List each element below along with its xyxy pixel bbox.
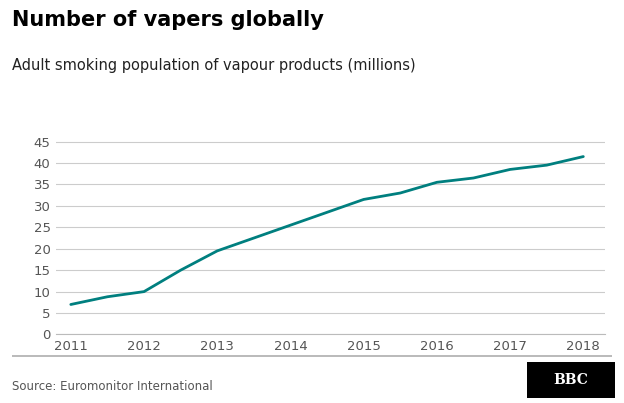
Text: Number of vapers globally: Number of vapers globally <box>12 10 324 30</box>
Text: BBC: BBC <box>553 373 588 387</box>
Text: Source: Euromonitor International: Source: Euromonitor International <box>12 380 213 393</box>
Text: Adult smoking population of vapour products (millions): Adult smoking population of vapour produ… <box>12 58 416 73</box>
